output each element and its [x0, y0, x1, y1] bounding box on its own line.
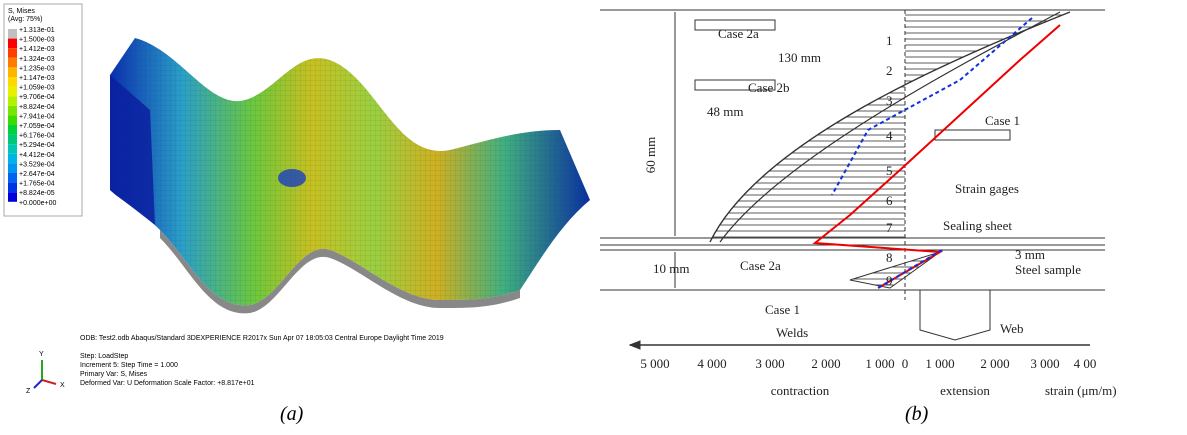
legend-swatch — [8, 58, 17, 68]
legend-title: (Avg: 75%) — [8, 16, 43, 23]
diagram — [600, 10, 1105, 349]
label: Welds — [776, 325, 808, 340]
legend-label: +1.235e-03 — [19, 65, 55, 72]
legend-swatch — [8, 39, 17, 49]
label: Steel sample — [1015, 262, 1081, 277]
legend-label: +2.647e-04 — [19, 171, 55, 178]
gage-number: 6 — [886, 193, 893, 208]
gage-number: 7 — [886, 220, 893, 235]
axis-tick-label: 4 00 — [1074, 356, 1097, 371]
legend-label: +1.412e-03 — [19, 46, 55, 53]
info-line: Increment 5: Step Time = 1.000 — [80, 362, 178, 369]
axis-label: contraction — [771, 383, 830, 398]
label: Case 2b — [748, 80, 790, 95]
legend-title: S, Mises — [8, 8, 35, 15]
legend-label: +7.059e-04 — [19, 123, 55, 130]
gage-number: 5 — [886, 163, 893, 178]
label: Case 2a — [718, 26, 759, 41]
gage-number: 8 — [886, 250, 893, 265]
axis-tick-label: 5 000 — [640, 356, 669, 371]
gage-number: 2 — [886, 63, 893, 78]
legend-swatch — [8, 173, 17, 183]
legend-swatch — [8, 163, 17, 173]
axis-tick-label: 3 000 — [755, 356, 784, 371]
label: 48 mm — [707, 104, 743, 119]
label: Case 1 — [765, 302, 800, 317]
legend-swatch — [8, 77, 17, 87]
info-line: Deformed Var: U Deformation Scale Factor… — [80, 380, 255, 387]
legend-swatch — [8, 48, 17, 58]
label: 3 mm — [1015, 247, 1045, 262]
legend-swatch — [8, 125, 17, 135]
triad-label: Y — [39, 351, 44, 358]
axis-tick-label: 4 000 — [697, 356, 726, 371]
legend-label: +1.324e-03 — [19, 56, 55, 63]
axis-tick-label: 2 000 — [980, 356, 1009, 371]
dimension-label: 60 mm — [643, 137, 658, 173]
label: 10 mm — [653, 261, 689, 276]
legend-swatch — [8, 67, 17, 77]
legend-swatch — [8, 96, 17, 106]
legend-label: +3.529e-04 — [19, 161, 55, 168]
fe-model — [110, 38, 590, 313]
info-line: Step: LoadStep — [80, 353, 128, 360]
legend-label: +1.765e-04 — [19, 181, 55, 188]
legend-label: +1.313e-01 — [19, 27, 55, 34]
axis-tick-label: 3 000 — [1030, 356, 1059, 371]
label: 130 mm — [778, 50, 821, 65]
info-line: ODB: Test2.odb Abaqus/Standard 3DEXPERIE… — [80, 335, 444, 342]
legend-swatch — [8, 144, 17, 154]
legend: S, Mises(Avg: 75%) +1.313e-01 +1.500e-03 +1… — [8, 8, 56, 207]
legend-swatch — [8, 106, 17, 116]
legend-swatch — [8, 87, 17, 97]
legend-label: +0.000e+00 — [19, 200, 56, 207]
axis-label: strain (μm/m) — [1045, 383, 1117, 398]
legend-label: +1.147e-03 — [19, 75, 55, 82]
gage-number: 1 — [886, 33, 893, 48]
figure: S, Mises(Avg: 75%) +1.313e-01 +1.500e-03 +1… — [0, 0, 1187, 435]
legend-swatch — [8, 135, 17, 145]
triad: Y Z X — [26, 351, 65, 395]
legend-label: +9.706e-04 — [19, 94, 55, 101]
triad-label: Z — [26, 388, 31, 395]
legend-swatch — [8, 115, 17, 125]
legend-swatch — [8, 183, 17, 193]
axis-tick-label: 2 000 — [811, 356, 840, 371]
legend-label: +8.824e-04 — [19, 104, 55, 111]
axis-tick-label: 1 000 — [925, 356, 954, 371]
label: Sealing sheet — [943, 218, 1012, 233]
label: Case 1 — [985, 113, 1020, 128]
caption: (b) — [905, 403, 929, 425]
legend-label: +7.941e-04 — [19, 113, 55, 120]
legend-label: +6.176e-04 — [19, 133, 55, 140]
gage-number: 4 — [886, 128, 893, 143]
triad-label: X — [60, 382, 65, 389]
label: Case 2a — [740, 258, 781, 273]
axis-label: extension — [940, 383, 990, 398]
legend-label: +1.500e-03 — [19, 37, 55, 44]
label: Web — [1000, 321, 1024, 336]
axis-tick-label: 0 — [902, 356, 909, 371]
gage-number: 9 — [886, 273, 893, 288]
info-line: Primary Var: S, Mises — [80, 371, 148, 378]
gage-number: 3 — [886, 93, 893, 108]
legend-label: +8.824e-05 — [19, 190, 55, 197]
legend-swatch — [8, 29, 17, 39]
caption: (a) — [280, 403, 304, 425]
legend-label: +5.294e-04 — [19, 142, 55, 149]
legend-swatch — [8, 154, 17, 164]
legend-label: +4.412e-04 — [19, 152, 55, 159]
legend-label: +1.059e-03 — [19, 85, 55, 92]
legend-swatch — [8, 192, 17, 202]
label: Strain gages — [955, 181, 1019, 196]
axis-tick-label: 1 000 — [865, 356, 894, 371]
